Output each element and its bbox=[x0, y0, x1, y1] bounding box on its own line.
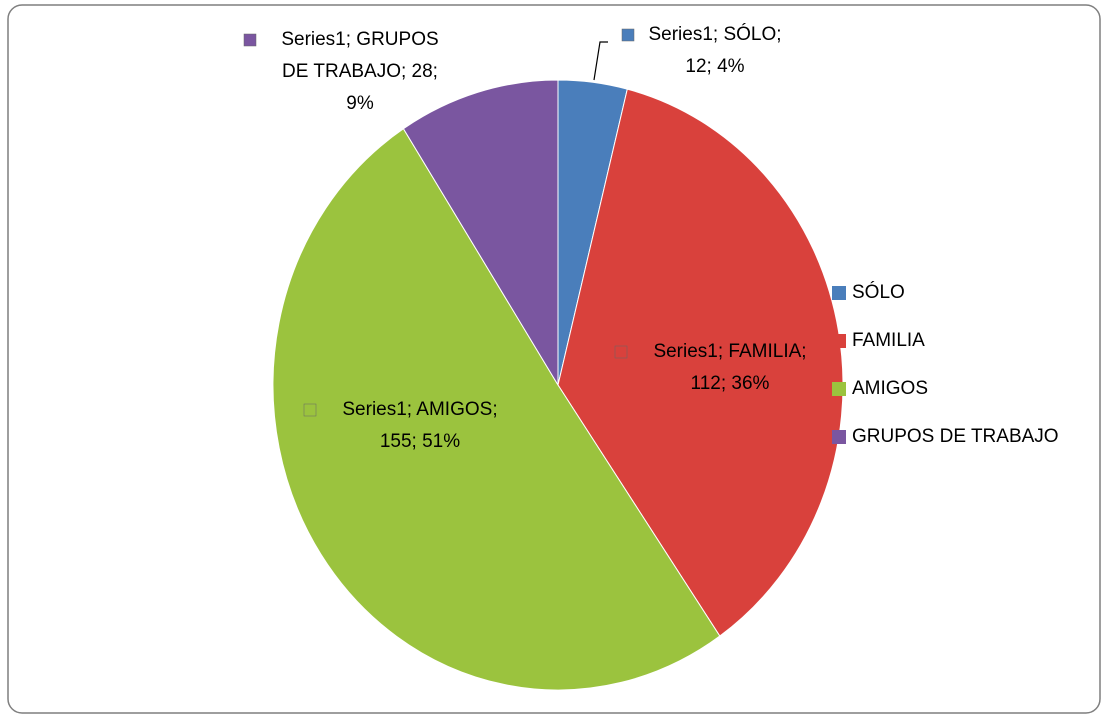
label-marker bbox=[614, 345, 628, 359]
legend: SÓLO FAMILIA AMIGOS GRUPOS DE TRABAJO bbox=[832, 281, 1059, 447]
label-marker bbox=[243, 33, 257, 47]
legend-swatch bbox=[832, 382, 846, 396]
data-label: 155; 51% bbox=[380, 431, 460, 452]
label-marker bbox=[621, 28, 635, 42]
pie-slice bbox=[557, 88, 844, 637]
data-label: Series1; GRUPOS bbox=[281, 29, 438, 50]
legend-swatch bbox=[832, 286, 846, 300]
pie-slice bbox=[402, 79, 559, 387]
leader-line bbox=[593, 41, 608, 81]
data-label: 9% bbox=[346, 93, 374, 114]
legend-label: FAMILIA bbox=[852, 330, 925, 351]
data-labels: Series1; SÓLO; 12; 4% Series1; FAMILIA; 112… bbox=[243, 23, 807, 452]
data-label: Series1; FAMILIA; bbox=[653, 341, 806, 362]
data-label: Series1; AMIGOS; bbox=[342, 399, 497, 420]
legend-swatch bbox=[832, 334, 846, 348]
legend-swatch bbox=[832, 430, 846, 444]
pie-slice bbox=[272, 128, 721, 691]
legend-label: GRUPOS DE TRABAJO bbox=[852, 426, 1059, 447]
legend-label: AMIGOS bbox=[852, 378, 928, 399]
legend-label: SÓLO bbox=[852, 281, 905, 303]
data-label: 112; 36% bbox=[691, 373, 770, 394]
data-label: 12; 4% bbox=[685, 56, 744, 77]
label-marker bbox=[303, 403, 317, 417]
data-label: DE TRABAJO; 28; bbox=[282, 61, 438, 82]
pie bbox=[272, 79, 844, 691]
data-label: Series1; SÓLO; bbox=[648, 23, 781, 45]
